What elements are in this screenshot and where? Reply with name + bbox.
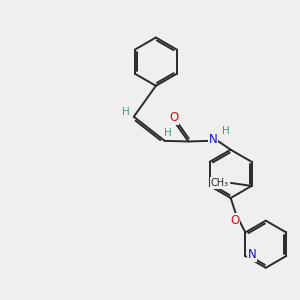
Text: H: H (164, 128, 172, 138)
Text: N: N (208, 133, 217, 146)
Text: N: N (248, 248, 256, 261)
Text: H: H (122, 107, 129, 117)
Text: O: O (169, 111, 178, 124)
Text: H: H (222, 126, 230, 136)
Text: O: O (230, 214, 239, 226)
Text: CH₃: CH₃ (211, 178, 229, 188)
